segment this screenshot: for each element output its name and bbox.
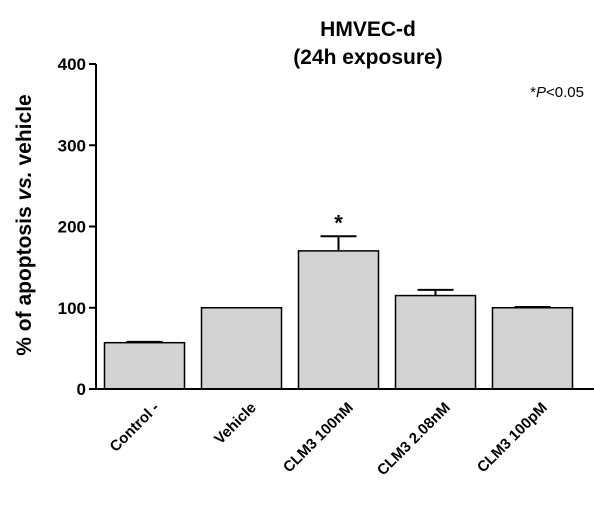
chart-title-line-1: HMVEC-d (320, 18, 416, 41)
bar (491, 307, 574, 390)
y-axis-label-prefix: % of apoptosis (13, 201, 36, 356)
x-tick-label: Vehicle (211, 399, 260, 448)
x-ticks-layer: Control - Vehicle CLM3 100nM CLM3 2.08nM CLM… (107, 399, 551, 479)
x-tick-label: CLM3 100nM (280, 399, 357, 476)
bar (103, 341, 186, 390)
significance-legend-p: P (536, 84, 546, 101)
bars-layer (103, 250, 574, 390)
bar (200, 307, 283, 390)
x-tick-label: CLM3 2.08nM (374, 399, 454, 479)
significance-legend-star: * (530, 84, 536, 101)
y-axis-label-italic: vs. (13, 171, 36, 200)
y-axis-label-suffix: vehicle (13, 94, 36, 171)
y-tick-label: 300 (58, 136, 86, 155)
y-tick-label: 200 (58, 218, 86, 237)
y-tick-label: 0 (77, 380, 86, 399)
significance-legend: *P<0.05 (530, 84, 584, 101)
significance-layer: * (334, 210, 343, 235)
error-bars-layer (126, 235, 551, 343)
bar (394, 294, 477, 390)
y-tick-label: 100 (58, 299, 86, 318)
chart-title-line-2: (24h exposure) (293, 46, 442, 69)
bar (297, 250, 380, 390)
significance-legend-threshold: <0.05 (546, 84, 584, 101)
y-ticks-layer: 0 100 200 300 400 (58, 55, 96, 399)
significance-marker: * (334, 210, 343, 235)
y-tick-label: 400 (58, 55, 86, 74)
y-axis-label: % of apoptosis vs. vehicle (13, 94, 36, 355)
x-tick-label: Control - (107, 399, 163, 455)
x-tick-label: CLM3 100pM (474, 399, 551, 476)
